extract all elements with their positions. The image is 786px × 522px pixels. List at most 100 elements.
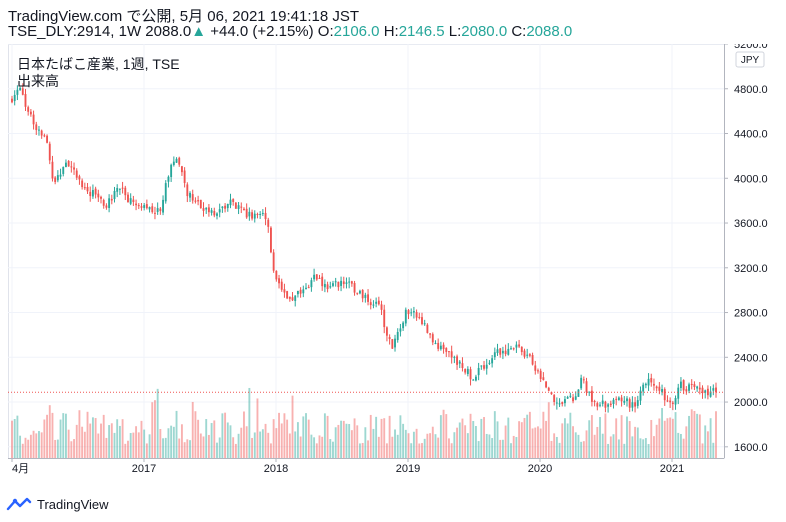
volume-bar bbox=[388, 415, 391, 458]
volume-bar bbox=[199, 433, 202, 458]
candle-body bbox=[78, 176, 81, 180]
volume-bar bbox=[27, 439, 30, 458]
price-chart[interactable]: 1600.0 2000.0 2400.0 2800.0 3200.0 3600.0 4000… bbox=[8, 44, 784, 486]
candle-body bbox=[81, 180, 84, 188]
volume-bar bbox=[674, 412, 677, 458]
volume-bar bbox=[650, 419, 653, 458]
volume-bar bbox=[620, 415, 623, 458]
volume-bar bbox=[558, 442, 561, 458]
volume-bar bbox=[404, 429, 407, 458]
candle-body bbox=[278, 278, 280, 284]
candle-body bbox=[515, 344, 518, 348]
candle-body bbox=[698, 387, 701, 390]
candle-body bbox=[661, 389, 663, 393]
volume-bar bbox=[299, 436, 302, 458]
candle-body bbox=[582, 379, 585, 381]
volume-bar bbox=[407, 433, 410, 458]
volume-bar bbox=[448, 438, 450, 458]
volume-bar bbox=[515, 437, 518, 458]
candle-body bbox=[566, 397, 569, 399]
y-tick-label: 5200.0 bbox=[734, 44, 768, 51]
candle-body bbox=[321, 276, 324, 287]
candle-body bbox=[234, 202, 237, 209]
candle-body bbox=[496, 349, 499, 354]
volume-bar bbox=[129, 433, 132, 458]
candle-body bbox=[634, 402, 637, 407]
candle-body bbox=[361, 289, 364, 299]
volume-bar bbox=[270, 443, 272, 458]
tradingview-logo-icon bbox=[6, 497, 32, 511]
candle-body bbox=[113, 190, 116, 200]
candle-body bbox=[372, 304, 375, 306]
volume-bar bbox=[56, 439, 59, 458]
x-tick-label: 2020 bbox=[528, 463, 552, 475]
candle-body bbox=[685, 389, 688, 392]
candle-body bbox=[650, 377, 653, 383]
candle-body bbox=[337, 281, 340, 288]
publish-info: TradingView.com で公開, 5月 06, 2021 19:41:1… bbox=[8, 8, 360, 25]
candle-body bbox=[464, 368, 467, 373]
volume-bar bbox=[429, 433, 432, 458]
candle-body bbox=[334, 281, 337, 283]
volume-bar bbox=[294, 431, 297, 458]
candle-body bbox=[404, 309, 407, 324]
volume-bar bbox=[105, 437, 108, 458]
volume-bar bbox=[626, 416, 628, 458]
candle-body bbox=[216, 213, 218, 216]
volume-bar bbox=[394, 429, 396, 458]
candle-body bbox=[202, 208, 205, 211]
volume-bar bbox=[91, 417, 94, 458]
volume-bar bbox=[356, 425, 359, 458]
candle-body bbox=[531, 355, 534, 365]
volume-bar bbox=[628, 421, 631, 458]
volume-bar bbox=[564, 418, 566, 458]
volume-bar bbox=[431, 426, 434, 458]
candle-body bbox=[596, 403, 599, 407]
candle-body bbox=[647, 378, 650, 386]
volume-bar bbox=[601, 433, 604, 458]
volume-bar bbox=[539, 428, 542, 458]
volume-bar bbox=[466, 433, 469, 458]
volume-bar bbox=[167, 428, 170, 458]
candle-body bbox=[474, 376, 477, 381]
candle-body bbox=[574, 396, 577, 400]
candle-body bbox=[205, 207, 208, 210]
candle-body bbox=[24, 93, 27, 107]
candle-body bbox=[369, 302, 372, 306]
candle-body bbox=[145, 204, 148, 209]
candle-body bbox=[178, 157, 181, 165]
candle-body bbox=[472, 379, 475, 381]
volume-bar bbox=[399, 415, 402, 458]
volume-bar bbox=[321, 436, 324, 458]
candle-body bbox=[159, 208, 162, 212]
candle-body bbox=[653, 383, 655, 386]
volume-bar bbox=[313, 437, 316, 458]
candle-body bbox=[375, 301, 378, 304]
chart-area[interactable]: 1600.0 2000.0 2400.0 2800.0 3200.0 3600.0 4000… bbox=[8, 44, 784, 486]
candle-body bbox=[43, 135, 46, 137]
candle-body bbox=[237, 205, 240, 209]
volume-bar bbox=[326, 415, 329, 458]
volume-bar bbox=[666, 418, 669, 458]
volume-bar bbox=[197, 419, 200, 458]
candle-body bbox=[688, 384, 690, 391]
candle-body bbox=[607, 404, 610, 407]
candle-body bbox=[326, 284, 329, 290]
volume-bar bbox=[596, 426, 599, 458]
tradingview-footer[interactable]: TradingView bbox=[6, 494, 109, 514]
candle-body bbox=[67, 160, 70, 167]
volume-bar bbox=[259, 431, 262, 458]
volume-bar bbox=[653, 436, 655, 458]
volume-bar bbox=[599, 417, 601, 458]
volume-bar bbox=[574, 432, 577, 458]
volume-bar bbox=[256, 398, 259, 458]
candle-body bbox=[35, 124, 38, 131]
volume-bar bbox=[59, 419, 62, 458]
volume-bar bbox=[156, 388, 159, 458]
volume-bar bbox=[307, 419, 310, 458]
volume-bar bbox=[402, 423, 405, 458]
volume-bar bbox=[491, 438, 494, 458]
candle-body bbox=[272, 252, 275, 271]
candle-body bbox=[86, 186, 89, 192]
volume-bar bbox=[685, 426, 688, 458]
